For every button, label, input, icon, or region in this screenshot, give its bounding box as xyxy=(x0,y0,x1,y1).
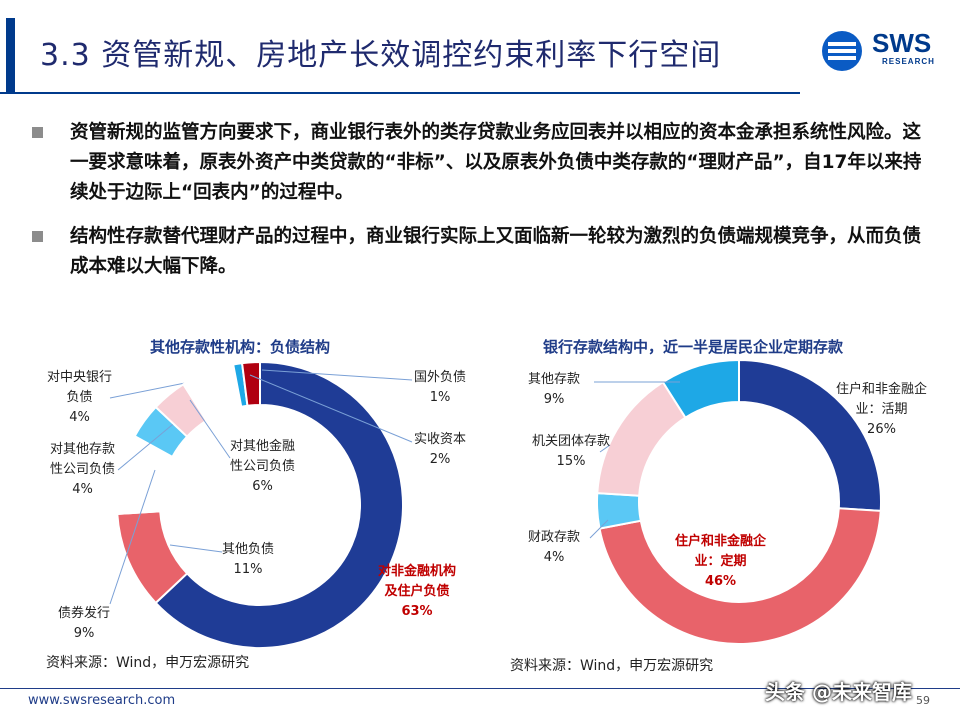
slice-label: 对中央银行负债 4% xyxy=(47,368,112,428)
slice-label-text: 性公司负债 xyxy=(230,459,296,474)
slice-label-text: 国外负债 xyxy=(414,370,467,385)
leader-line xyxy=(249,374,413,443)
slice-label: 债券发行 9% xyxy=(58,604,110,644)
slice-value-label: 4% xyxy=(69,410,90,425)
pie-slice xyxy=(661,358,740,419)
slice-label-text: 及住户负债 xyxy=(384,584,450,599)
logo-subtext: RESEARCH xyxy=(882,57,935,66)
page-number: 59 xyxy=(916,694,930,707)
slice-label: 财政存款 4% xyxy=(528,528,580,568)
slice-label-text: 负债 xyxy=(66,390,93,405)
slice-label-text: 性公司负债 xyxy=(50,462,116,477)
leader-line xyxy=(169,544,223,553)
leader-line xyxy=(599,444,611,453)
chart2-source: 资料来源：Wind，申万宏源研究 xyxy=(510,658,714,674)
bullet-item: 结构性存款替代理财产品的过程中，商业银行实际上又面临新一轮较为激烈的负债端规模竞… xyxy=(30,222,930,282)
pie-slice xyxy=(240,360,261,407)
leader-line xyxy=(589,519,609,539)
slice-label: 实收资本 2% xyxy=(414,430,466,470)
slice-label-text: 业：活期 xyxy=(855,402,908,417)
slice-label: 机关团体存款 15% xyxy=(532,432,610,472)
slice-label-text: 实收资本 xyxy=(414,432,467,447)
slice-label: 住户和非金融企 业：定期 46% xyxy=(675,532,766,592)
slice-value-label: 15% xyxy=(556,454,586,469)
logo-text: SWS xyxy=(872,28,932,58)
pie-slice xyxy=(598,507,882,645)
chart2-title: 银行存款结构中，近一半是居民企业定期存款 xyxy=(543,338,844,356)
slice-value-label: 11% xyxy=(233,562,263,577)
bullet-square-icon xyxy=(32,231,43,242)
sws-logo-icon xyxy=(822,31,862,71)
slice-value-label: 46% xyxy=(704,574,737,589)
slice-label-text: 对非金融机构 xyxy=(378,564,457,579)
leader-line xyxy=(261,369,413,381)
footer-url-link[interactable]: www.swsresearch.com xyxy=(28,693,176,708)
title-divider xyxy=(0,92,800,94)
bullet-list: 资管新规的监管方向要求下，商业银行表外的类存贷款业务应回表并以相应的资本金承担系… xyxy=(30,118,930,296)
slice-value-label: 26% xyxy=(867,422,896,437)
slice-value-label: 2% xyxy=(429,452,451,467)
pie-slice xyxy=(154,360,404,649)
title-accent-bar xyxy=(6,18,15,93)
slice-label-text: 对其他金融 xyxy=(230,439,296,454)
leader-line xyxy=(109,469,156,605)
slice-label: 对非金融机构 及住户负债 63% xyxy=(378,562,456,622)
slice-label-text: 其他负债 xyxy=(222,542,275,557)
slice-label-text: 对中央银行 xyxy=(47,370,113,385)
slice-label-text: 机关团体存款 xyxy=(532,434,611,449)
slice-label: 对其他存款性公司负债 4% xyxy=(50,440,115,500)
slice-value-label: 1% xyxy=(429,390,451,405)
page-title: 3.3 资管新规、房地产长效调控约束利率下行空间 xyxy=(40,38,722,73)
bullet-text: 资管新规的监管方向要求下，商业银行表外的类存贷款业务应回表并以相应的资本金承担系… xyxy=(70,122,922,203)
slice-value-label: 9% xyxy=(543,392,565,407)
slice-value-label: 6% xyxy=(252,479,273,494)
slice-label: 其他存款 9% xyxy=(528,370,580,410)
slice-label-text: 其他存款 xyxy=(528,372,581,387)
slice-value-label: 4% xyxy=(543,550,565,565)
chart1-source: 资料来源：Wind，申万宏源研究 xyxy=(46,655,250,671)
slice-label-text: 业：定期 xyxy=(694,554,747,569)
slice-label: 住户和非金融企 业：活期 26% xyxy=(836,380,927,440)
slice-label: 对其他金融性公司负债 6% xyxy=(230,437,295,497)
slice-label-text: 住户和非金融企 xyxy=(675,534,767,549)
slice-label: 国外负债 1% xyxy=(414,368,466,408)
slice-value-label: 4% xyxy=(72,482,93,497)
leader-line xyxy=(117,419,179,471)
slice-label: 其他负债 11% xyxy=(222,540,274,580)
slice-value-label: 63% xyxy=(401,604,433,619)
bullet-text: 结构性存款替代理财产品的过程中，商业银行实际上又面临新一轮较为激烈的负债端规模竞… xyxy=(70,226,922,277)
slice-label-text: 对其他存款 xyxy=(50,442,116,457)
slice-label-text: 住户和非金融企 xyxy=(836,382,928,397)
leader-line xyxy=(189,399,231,459)
watermark: 头条 @未来智库 xyxy=(765,680,912,704)
slice-value-label: 9% xyxy=(73,626,95,641)
chart1-title: 其他存款性机构：负债结构 xyxy=(150,338,331,356)
pie-slice xyxy=(596,380,687,497)
slice-label-text: 财政存款 xyxy=(528,530,581,545)
title-bar: 3.3 资管新规、房地产长效调控约束利率下行空间 SWS RESEARCH xyxy=(0,0,960,100)
bullet-item: 资管新规的监管方向要求下，商业银行表外的类存贷款业务应回表并以相应的资本金承担系… xyxy=(30,118,930,208)
bullet-square-icon xyxy=(32,127,43,138)
slice-label-text: 债券发行 xyxy=(58,606,111,621)
footer-divider xyxy=(0,688,960,689)
